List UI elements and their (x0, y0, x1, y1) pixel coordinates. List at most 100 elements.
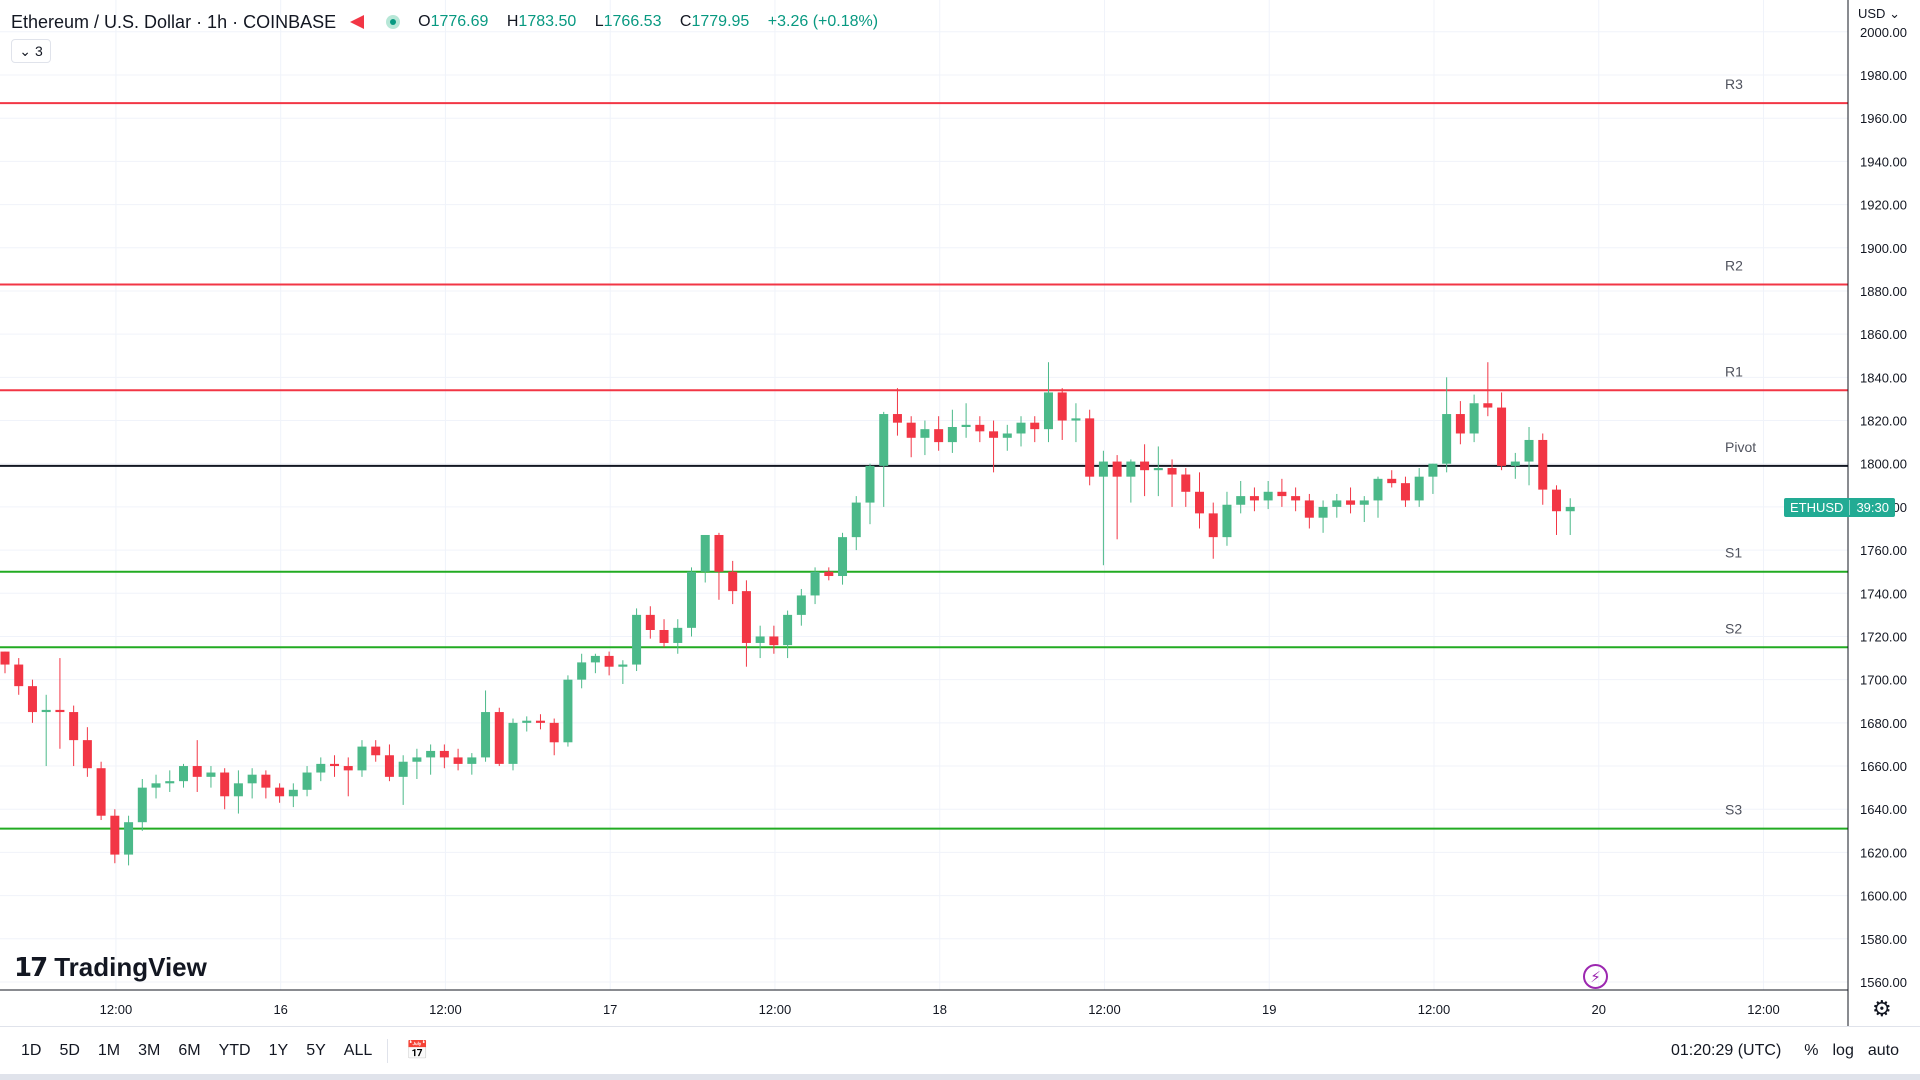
range-button-3m[interactable]: 3M (138, 1041, 161, 1059)
candle-down (1167, 468, 1177, 475)
candle-down (1208, 513, 1218, 538)
candle-up (302, 772, 312, 790)
candle-down (934, 429, 944, 443)
candle-up (151, 783, 161, 788)
candle-down (439, 750, 449, 758)
candle-down (1538, 439, 1548, 490)
price-chart[interactable]: R3 R2 R1 Pivot S1 S2 S3 2000.00 1980.00 1960.00 19… (0, 0, 1920, 1026)
price-tick-label: 1840.00 (1860, 370, 1907, 385)
range-button-5y[interactable]: 5Y (306, 1041, 326, 1059)
gear-icon[interactable]: ⚙ (1872, 996, 1892, 1021)
candle-up (563, 679, 573, 743)
time-tick-label: 18 (932, 1002, 946, 1017)
date-range-buttons: 1D 5D 1M 3M 6M YTD 1Y 5Y ALL (12, 1042, 381, 1060)
range-button-all[interactable]: ALL (343, 1041, 373, 1059)
indicators-collapse-button[interactable]: ⌄ 3 (11, 39, 51, 63)
flag-icon[interactable] (350, 15, 364, 29)
tradingview-wordmark: TradingView (54, 952, 207, 982)
currency-selector[interactable]: USD ⌄ (1858, 6, 1900, 21)
tradingview-logo[interactable]: 17 TradingView (14, 952, 207, 983)
range-button-1y[interactable]: 1Y (268, 1041, 289, 1059)
candle-down (714, 534, 724, 572)
range-button-1m[interactable]: 1M (97, 1041, 121, 1059)
candle-up (481, 712, 491, 758)
candle-up (316, 763, 326, 773)
candle-up (508, 722, 518, 764)
candle-down (975, 424, 985, 432)
candle-down (989, 431, 999, 438)
candle-down (1249, 496, 1259, 501)
candle-down (645, 614, 655, 630)
candle-up (810, 571, 820, 596)
candle-up (124, 822, 134, 855)
range-button-ytd[interactable]: YTD (218, 1041, 251, 1059)
candle-up (522, 720, 532, 723)
open-value: 1776.69 (430, 13, 489, 30)
candle-down (1291, 496, 1301, 501)
candle-down (371, 746, 381, 756)
time-tick-label: 12:00 (1747, 1002, 1780, 1017)
close-value: 1779.95 (691, 13, 750, 30)
bottom-strip (0, 1074, 1920, 1080)
bottom-toolbar: 1D 5D 1M 3M 6M YTD 1Y 5Y ALL 📅 01:20:29 (UTC) % … (0, 1026, 1920, 1074)
level-label-r3: R3 (1725, 76, 1743, 92)
candle-up (851, 502, 861, 538)
utc-clock[interactable]: 01:20:29 (UTC) (1671, 1041, 1782, 1059)
candle-up (687, 571, 696, 628)
candle-down (1497, 407, 1507, 466)
candle-down (1030, 422, 1040, 430)
candle-down (535, 720, 545, 723)
candle-up (783, 614, 793, 646)
candle-down (1551, 489, 1561, 512)
candle-up (357, 746, 367, 771)
lightning-icon[interactable]: ⚡ (1583, 964, 1608, 989)
candle-up (1469, 403, 1479, 434)
time-tick-label: 12:00 (429, 1002, 462, 1017)
time-tick-label: 12:00 (759, 1002, 792, 1017)
candle-up (1332, 500, 1342, 507)
candle-up (233, 783, 243, 797)
candle-up (1071, 418, 1081, 421)
candle-up (1043, 392, 1053, 430)
candle-up (41, 709, 51, 713)
candle-down (1085, 418, 1095, 477)
level-label-s3: S3 (1725, 802, 1742, 818)
candle-down (728, 571, 738, 592)
price-tick-label: 1640.00 (1860, 802, 1907, 817)
price-tick-label: 1760.00 (1860, 543, 1907, 558)
candle-down (0, 651, 10, 665)
candle-up (165, 781, 175, 784)
price-tick-label: 1940.00 (1860, 154, 1907, 169)
range-button-6m[interactable]: 6M (178, 1041, 201, 1059)
price-tick-label: 1860.00 (1860, 327, 1907, 342)
price-tick-label: 1560.00 (1860, 975, 1907, 990)
candle-down (1346, 500, 1356, 505)
candle-down (1304, 500, 1314, 518)
candle-up (1524, 439, 1534, 462)
candle-up (961, 424, 971, 428)
symbol-title[interactable]: Ethereum / U.S. Dollar · 1h · COINBASE (11, 11, 337, 32)
candle-down (1181, 474, 1191, 492)
candle-down (1057, 392, 1067, 421)
range-button-1d[interactable]: 1D (21, 1041, 42, 1059)
price-tick-label: 1600.00 (1860, 889, 1907, 904)
range-button-5d[interactable]: 5D (59, 1041, 80, 1059)
price-tick-label: 1880.00 (1860, 284, 1907, 299)
candle-up (1565, 506, 1575, 512)
chevron-down-icon: ⌄ (19, 42, 31, 59)
candle-down (1483, 403, 1493, 408)
auto-scale-toggle[interactable]: auto (1867, 1041, 1899, 1059)
candle-up (137, 787, 147, 823)
indicator-count: 3 (34, 43, 43, 59)
price-tick-label: 1700.00 (1860, 673, 1907, 688)
level-label-pivot: Pivot (1725, 439, 1756, 455)
price-tick-label: 1740.00 (1860, 586, 1907, 601)
calendar-icon[interactable]: 📅 (406, 1040, 429, 1060)
percent-scale-toggle[interactable]: % (1804, 1041, 1819, 1059)
log-scale-toggle[interactable]: log (1832, 1041, 1854, 1059)
candle-down (220, 772, 230, 797)
candle-down (14, 664, 24, 687)
level-label-r2: R2 (1725, 257, 1743, 273)
time-tick-label: 12:00 (1418, 1002, 1451, 1017)
price-tick-label: 2000.00 (1860, 25, 1907, 40)
